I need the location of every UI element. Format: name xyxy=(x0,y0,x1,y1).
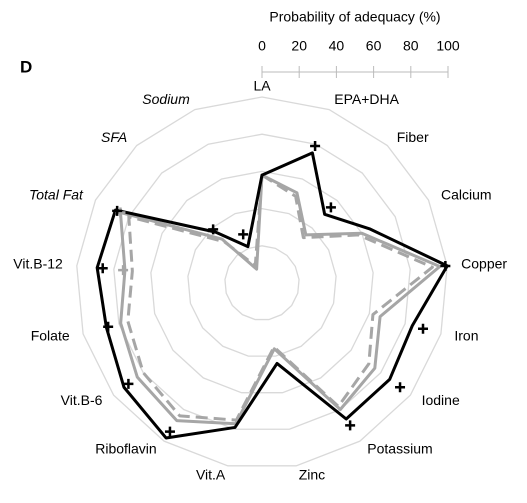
panel-label: D xyxy=(20,57,32,76)
plus-marker xyxy=(208,224,219,235)
plus-marker xyxy=(325,202,336,213)
scale-tick-label: 60 xyxy=(366,38,382,54)
scale-tick-label: 40 xyxy=(329,38,345,54)
plus-marker xyxy=(418,323,429,334)
plus-marker xyxy=(97,263,108,274)
scale-tick-label: 20 xyxy=(291,38,307,54)
plus-marker xyxy=(103,321,114,332)
plus-marker xyxy=(395,382,406,393)
grid-ring xyxy=(224,245,300,321)
category-label: Calcium xyxy=(441,186,492,202)
category-label: Vit.B-6 xyxy=(61,392,103,408)
series-line xyxy=(118,173,442,426)
plus-marker xyxy=(164,426,175,437)
category-label: Total Fat xyxy=(29,186,84,202)
category-label: Potassium xyxy=(367,440,432,456)
category-label: Vit.A xyxy=(196,466,226,482)
scale-tick-label: 80 xyxy=(403,38,419,54)
category-label: Copper xyxy=(461,256,507,272)
category-label: Zinc xyxy=(299,466,325,482)
plus-marker xyxy=(310,140,321,151)
category-label: Folate xyxy=(31,327,70,343)
category-label: Vit.B-12 xyxy=(13,256,63,272)
grid-ring xyxy=(113,133,411,430)
scale-title: Probability of adequacy (%) xyxy=(269,9,440,25)
series-line xyxy=(95,151,449,440)
scale-tick-label: 100 xyxy=(436,38,460,54)
plus-marker xyxy=(440,261,451,272)
category-label: Iodine xyxy=(422,392,460,408)
grid-ring xyxy=(76,96,448,467)
grid-ring xyxy=(150,170,374,394)
plus-marker xyxy=(118,265,129,276)
plus-marker xyxy=(112,205,123,216)
plus-marker xyxy=(238,229,249,240)
category-label: SFA xyxy=(101,129,127,145)
category-label: Riboflavin xyxy=(95,440,156,456)
scale-tick-label: 0 xyxy=(258,38,266,54)
plus-marker xyxy=(345,420,356,431)
category-label: Sodium xyxy=(142,91,190,107)
category-label: EPA+DHA xyxy=(334,91,399,107)
category-label: Iron xyxy=(454,327,478,343)
category-label: LA xyxy=(253,78,271,94)
grid-ring xyxy=(187,207,337,357)
plus-marker xyxy=(123,378,134,389)
category-label: Fiber xyxy=(397,129,429,145)
